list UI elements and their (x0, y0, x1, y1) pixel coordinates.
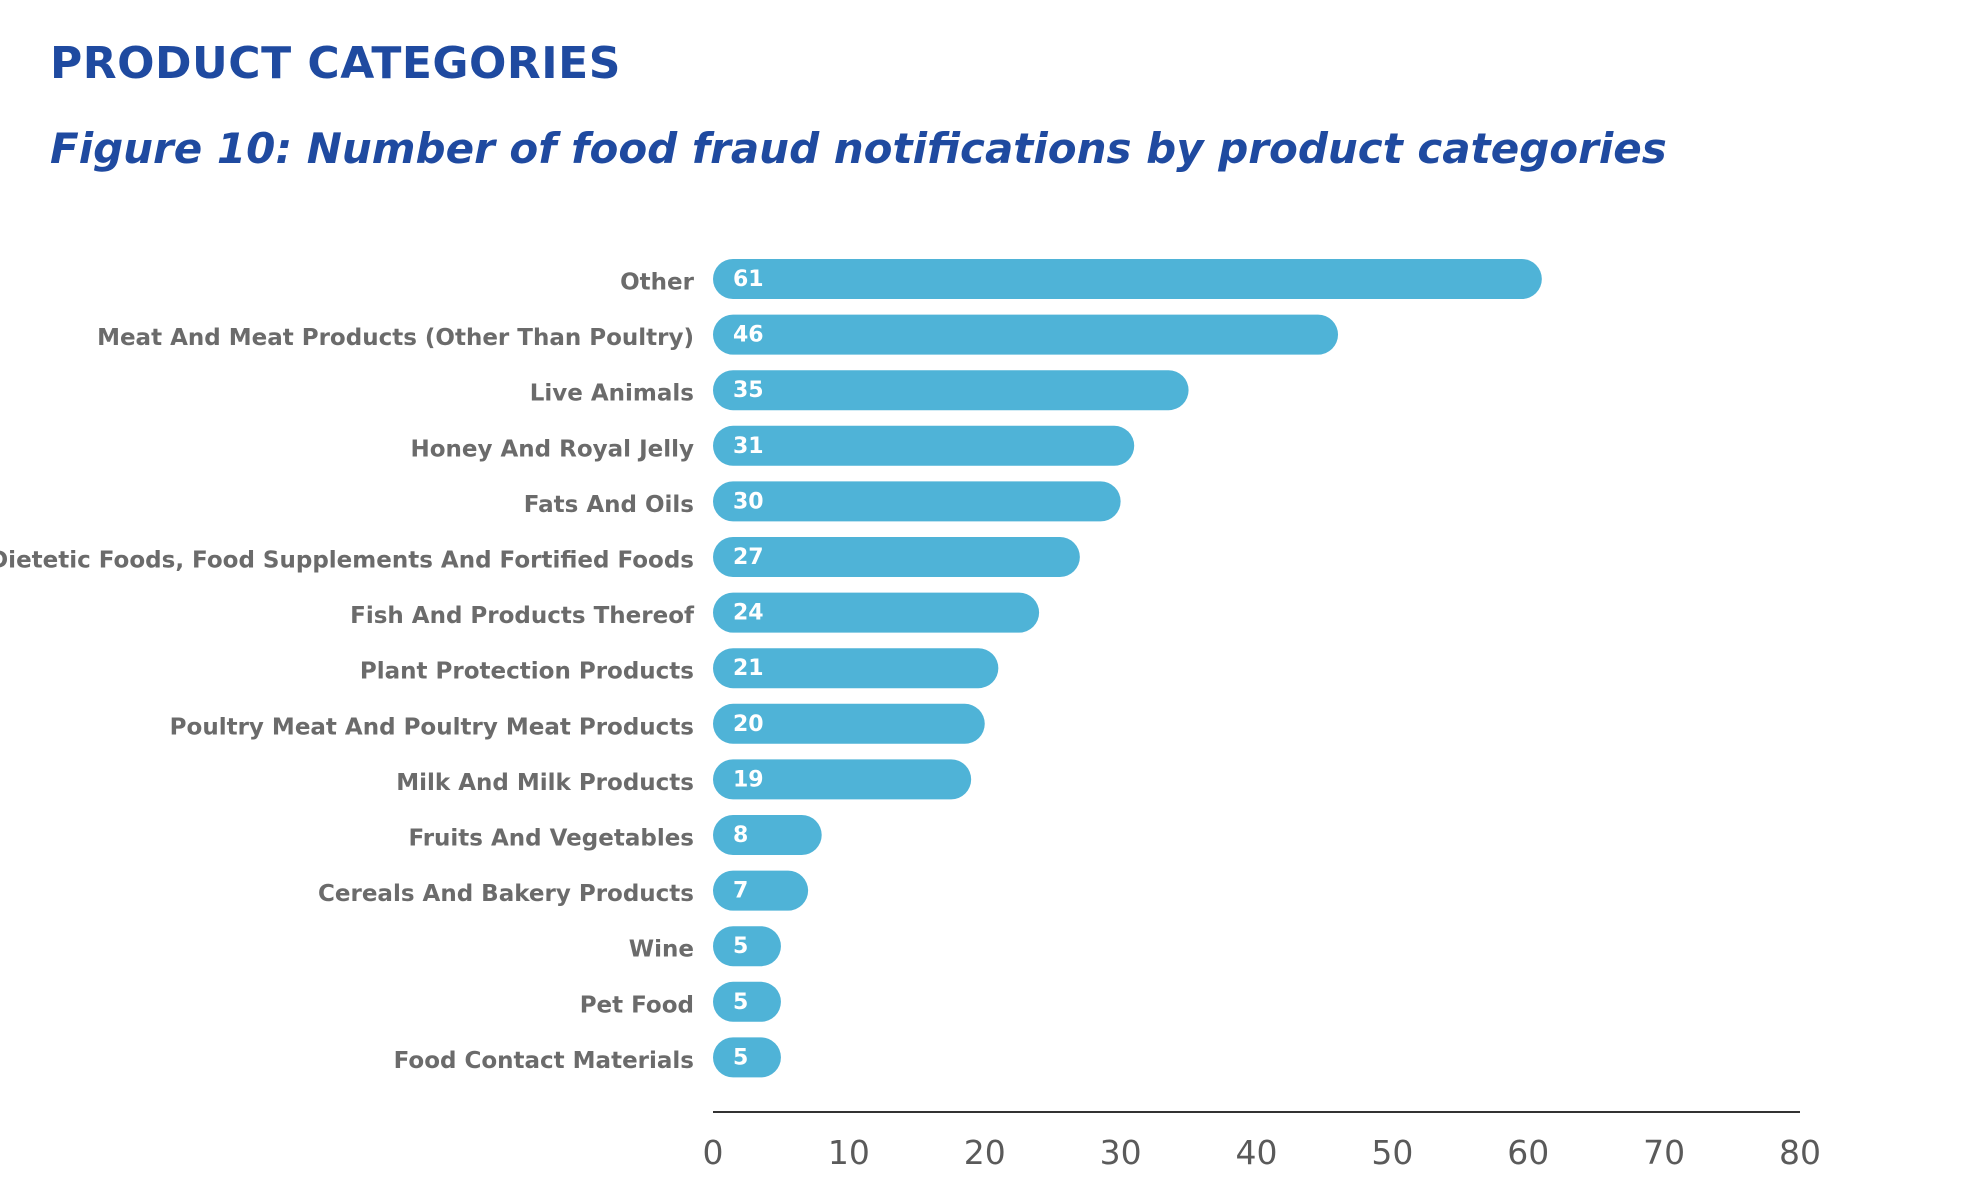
bar-value-label: 46 (733, 323, 764, 348)
bar (713, 648, 999, 689)
x-tick-label: 50 (1371, 1133, 1413, 1172)
bar (713, 425, 1135, 466)
category-label: Fish And Products Thereof (350, 603, 695, 629)
x-tick-label: 70 (1643, 1133, 1685, 1172)
bar-value-label: 30 (733, 489, 764, 514)
bar-value-label: 61 (733, 267, 764, 292)
x-tick-label: 30 (1100, 1133, 1142, 1172)
x-axis-ticks: 0 10 20 30 40 50 60 70 80 (703, 1133, 1822, 1172)
category-label: Live Animals (530, 381, 694, 407)
category-label: Fats And Oils (524, 492, 694, 518)
figure-title: Figure 10: Number of food fraud notifica… (50, 124, 1667, 173)
category-label: Poultry Meat And Poultry Meat Products (170, 714, 694, 740)
category-label: Meat And Meat Products (Other Than Poult… (97, 325, 694, 351)
bar-value-label: 5 (733, 990, 748, 1015)
x-tick-label: 60 (1507, 1133, 1549, 1172)
bar-value-label: 24 (733, 601, 764, 626)
bar (713, 1037, 781, 1078)
bar (713, 981, 781, 1022)
category-label: Wine (629, 937, 694, 963)
category-label: Fruits And Vegetables (408, 826, 694, 852)
category-label: Other (620, 270, 695, 296)
bar-value-label: 27 (733, 545, 764, 570)
bar (713, 592, 1040, 633)
bar (713, 870, 809, 911)
x-tick-label: 10 (828, 1133, 870, 1172)
category-label: Pet Food (580, 992, 694, 1018)
bar-value-label: 19 (733, 767, 764, 792)
category-label: Food Contact Materials (394, 1048, 694, 1074)
x-tick-label: 20 (964, 1133, 1006, 1172)
bar-value-label: 5 (733, 1045, 748, 1070)
bar-value-label: 21 (733, 656, 764, 681)
bar (713, 370, 1189, 411)
bar-value-label: 7 (733, 879, 748, 904)
category-label: Dietetic Foods, Food Supplements And For… (0, 548, 694, 574)
bar (713, 703, 985, 744)
bar (713, 537, 1080, 577)
category-label: Cereals And Bakery Products (318, 881, 694, 907)
x-tick-label: 0 (703, 1133, 724, 1172)
section-title: PRODUCT CATEGORIES (50, 38, 621, 89)
bar (713, 926, 781, 967)
bar-value-label: 31 (733, 434, 764, 459)
category-label: Milk And Milk Products (396, 770, 694, 796)
bar (713, 314, 1339, 355)
bar-value-label: 20 (733, 712, 764, 737)
bar (713, 481, 1121, 522)
bar (713, 259, 1542, 299)
x-tick-label: 80 (1779, 1133, 1821, 1172)
category-label: Honey And Royal Jelly (410, 436, 694, 462)
bar-value-label: 35 (733, 378, 764, 403)
bar-value-label: 8 (733, 823, 748, 848)
bars-layer: Other 61 Meat And Meat Products (Other Tha… (0, 259, 1542, 1078)
x-tick-label: 40 (1236, 1133, 1278, 1172)
bar (713, 759, 972, 800)
bar-value-label: 5 (733, 934, 748, 959)
bar (713, 815, 822, 855)
category-label: Plant Protection Products (360, 659, 694, 685)
